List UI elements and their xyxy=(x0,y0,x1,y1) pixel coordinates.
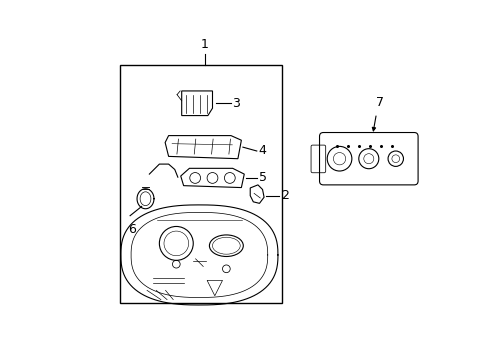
Text: 5: 5 xyxy=(258,171,266,184)
Text: 4: 4 xyxy=(258,144,265,157)
Text: 1: 1 xyxy=(201,38,208,51)
Text: 3: 3 xyxy=(232,97,240,110)
Text: 7: 7 xyxy=(376,96,384,109)
Bar xyxy=(120,65,281,303)
Text: 6: 6 xyxy=(127,223,135,237)
Text: 2: 2 xyxy=(281,189,288,202)
